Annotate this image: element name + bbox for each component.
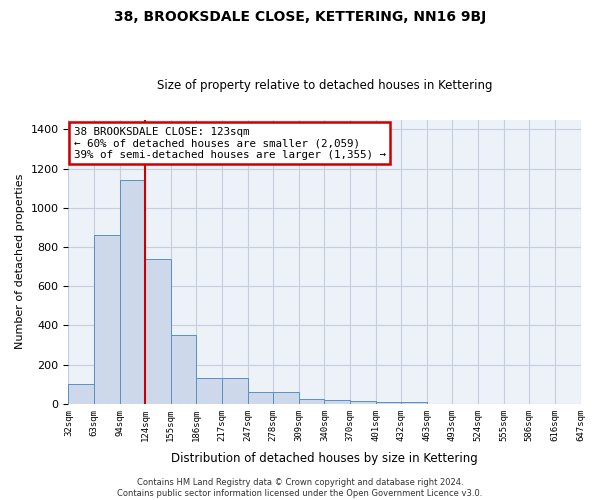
Bar xyxy=(171,335,196,404)
Bar xyxy=(273,392,299,404)
Bar xyxy=(119,180,145,404)
Bar xyxy=(222,378,248,404)
Text: 38, BROOKSDALE CLOSE, KETTERING, NN16 9BJ: 38, BROOKSDALE CLOSE, KETTERING, NN16 9B… xyxy=(114,10,486,24)
Y-axis label: Number of detached properties: Number of detached properties xyxy=(15,174,25,350)
Bar xyxy=(325,400,350,404)
Bar xyxy=(248,392,273,404)
Bar xyxy=(299,399,325,404)
Text: 38 BROOKSDALE CLOSE: 123sqm
← 60% of detached houses are smaller (2,059)
39% of : 38 BROOKSDALE CLOSE: 123sqm ← 60% of det… xyxy=(74,126,386,160)
X-axis label: Distribution of detached houses by size in Kettering: Distribution of detached houses by size … xyxy=(171,452,478,465)
Bar xyxy=(350,401,376,404)
Bar xyxy=(145,258,171,404)
Bar xyxy=(376,402,401,404)
Bar xyxy=(94,235,119,404)
Bar xyxy=(196,378,222,404)
Text: Contains HM Land Registry data © Crown copyright and database right 2024.
Contai: Contains HM Land Registry data © Crown c… xyxy=(118,478,482,498)
Bar xyxy=(401,402,427,404)
Title: Size of property relative to detached houses in Kettering: Size of property relative to detached ho… xyxy=(157,79,492,92)
Bar xyxy=(68,384,94,404)
